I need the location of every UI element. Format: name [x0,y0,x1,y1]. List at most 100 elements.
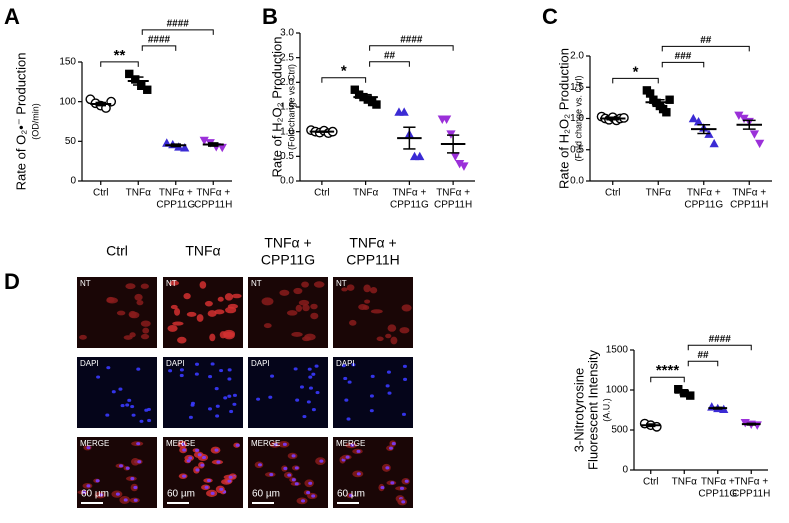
nucleus [144,408,149,412]
cell [293,287,303,295]
significance-label: **** [656,362,680,379]
nucleus [283,466,288,471]
cell [196,314,204,322]
nucleus [125,466,130,470]
nucleus [294,482,299,486]
significance-bracket [612,77,659,84]
data-point [350,85,359,94]
significance-label: ## [697,350,709,361]
x-tick-label: TNFα [672,477,697,488]
nucleus [294,466,299,470]
nucleus [179,368,184,372]
nucleus [404,479,409,483]
x-tick-label: CPP11G [390,200,429,211]
significance-bracket [661,61,705,68]
nucleus [186,459,191,463]
cell [370,309,383,314]
nucleus [291,478,296,482]
data-point [450,152,460,161]
significance-bracket [650,376,685,383]
nucleus [120,403,125,408]
cell [224,293,234,301]
data-point [354,90,364,99]
nucleus [82,490,87,494]
data-point [693,117,704,126]
x-tick-label: TNFα [126,188,151,199]
y-tick-label: 150 [59,57,76,68]
y-axis-label: Rate of O₂•⁻ Production [13,53,28,191]
cell [167,324,178,332]
nucleus [139,419,144,423]
nucleus [119,464,124,468]
nucleus [311,494,316,498]
nucleus [356,472,361,476]
panel-label: C [542,4,558,29]
nucleus [216,460,221,464]
nucleus [269,472,274,477]
cell [79,334,87,340]
x-tick-label: TNFα + [159,188,193,199]
column-header: TNFα + [349,235,396,251]
column-header: CPP11G [261,252,315,268]
nucleus [188,415,193,419]
cell [169,280,180,286]
y-axis-label: Rate of H₂O₂ Production [556,48,571,189]
nucleus [345,455,350,459]
nucleus [131,413,136,417]
nucleus [227,368,232,372]
micrograph-label: NT [166,279,177,288]
data-point [180,143,190,152]
nucleus [227,377,232,381]
y-tick-label: 2.0 [280,77,294,88]
cell [174,308,181,316]
nucleus [229,409,234,414]
x-tick-label: TNFα + [701,477,735,488]
nucleus [306,490,311,495]
column-header: Ctrl [106,243,128,259]
significance-bracket [141,45,177,51]
nucleus [115,492,120,496]
cell [186,311,197,317]
data-point [217,143,227,153]
nucleus [270,374,275,378]
nucleus [282,442,287,446]
y-tick-label: 0.5 [280,151,294,162]
cell [140,320,151,327]
micrograph [163,437,243,508]
micrograph-label: MERGE [251,439,280,448]
significance-label: ### [675,51,692,62]
nucleus [123,498,128,502]
cell [140,283,149,289]
nucleus [125,403,130,407]
micrograph-label: NT [336,279,347,288]
y-axis-label: (A.U.) [601,398,611,422]
nucleus [219,368,224,373]
micrograph-label: MERGE [166,439,195,448]
data-point [709,138,719,148]
nucleus [390,481,395,485]
micrograph-label: MERGE [336,439,365,448]
nucleus [215,404,220,408]
y-tick-label: 0 [622,465,628,476]
data-point [645,89,655,98]
significance-bracket [100,61,139,67]
nucleus [348,493,353,498]
cell [364,299,371,304]
nucleus [133,485,138,490]
y-tick-label: 2.0 [570,51,584,62]
nucleus [137,460,142,464]
nucleus [319,459,324,463]
nucleus [369,394,374,398]
y-tick-label: 100 [59,96,76,107]
nucleus [344,398,349,402]
cell [263,323,272,329]
cell [123,335,133,340]
significance-bracket [687,360,719,367]
cell [142,327,150,334]
nucleus [341,364,346,368]
nucleus [351,363,356,367]
scale-bar-label: 60 µm [167,489,195,500]
y-tick-label: 0 [70,176,76,187]
nucleus [195,362,200,366]
nucleus [95,479,100,483]
